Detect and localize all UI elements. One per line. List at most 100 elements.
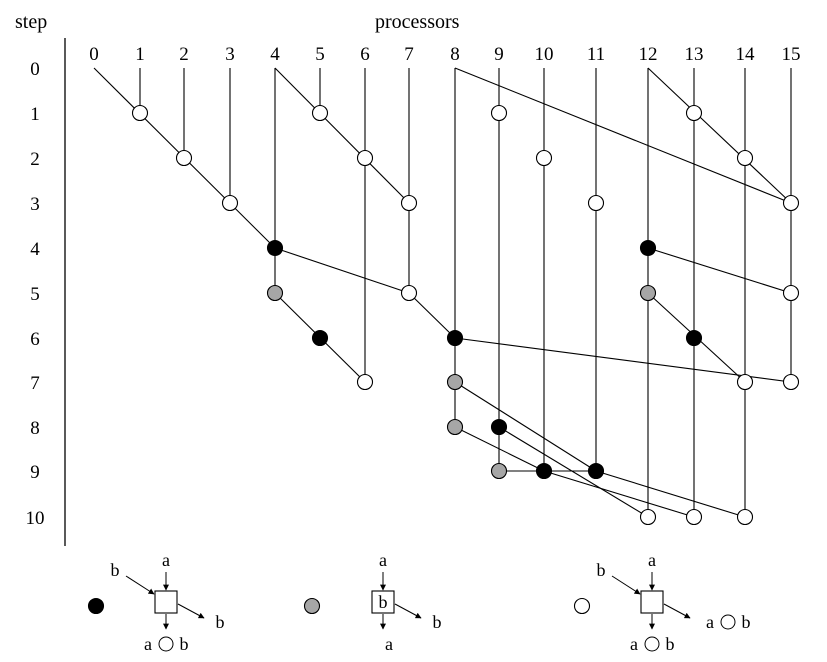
processor-label-13: 13	[685, 44, 704, 65]
node-white-p6-s7	[356, 373, 374, 391]
processor-label-10: 10	[535, 44, 554, 65]
node-gray-p4-s5	[266, 284, 284, 302]
node-white-p7-s3	[400, 194, 418, 212]
legend-item-gray	[303, 572, 422, 630]
legend-output-right-a: a	[706, 612, 714, 632]
node-black-p12-s4	[639, 239, 657, 257]
legend-output-right-label: b	[216, 612, 225, 632]
legend-operator-box	[640, 590, 664, 614]
node-black-p10-s9	[535, 462, 553, 480]
edge-3	[647, 67, 792, 204]
step-tick-labels: 0 1 2 3 4 5 6 7 8 9 10	[26, 59, 45, 529]
node-gray-p12-s5	[639, 284, 657, 302]
processor-label-14: 14	[736, 44, 756, 65]
legend-output-right-b: b	[742, 612, 751, 632]
processor-label-6: 6	[360, 44, 370, 65]
processor-label-8: 8	[450, 44, 460, 65]
legend-operator-box	[371, 590, 395, 614]
edge-12	[498, 426, 649, 518]
processor-label-2: 2	[179, 44, 189, 65]
step-axis-title: step	[15, 11, 47, 33]
legend-input-left-label: b	[111, 560, 120, 580]
node-white-p2-s2	[175, 149, 193, 167]
combine-edges	[93, 67, 792, 518]
processor-label-15: 15	[782, 44, 801, 65]
processors-axis-title: processors	[375, 11, 460, 33]
legend-node-white	[573, 597, 591, 615]
node-white-p15-s3	[782, 194, 800, 212]
node-black-p8-s6	[446, 329, 464, 347]
legend-input-left-arrow	[125, 575, 155, 595]
processor-tick-labels: 0 1 2 3 4 5 6 7 8 9 10 11 12 13 14 15	[89, 44, 800, 65]
processor-label-4: 4	[270, 44, 280, 65]
operation-nodes	[131, 104, 800, 526]
node-white-p15-s5	[782, 284, 800, 302]
legend-output-bottom-b: b	[666, 634, 675, 654]
node-gray-p8-s7	[446, 373, 464, 391]
processor-label-11: 11	[587, 44, 605, 65]
processor-label-7: 7	[404, 44, 414, 65]
legend-output-bottom-b: b	[180, 634, 189, 654]
legend-operator-circle-icon	[644, 636, 660, 652]
node-white-p12-s10	[639, 508, 657, 526]
node-white-p13-s1	[685, 104, 703, 122]
node-white-p13-s10	[685, 508, 703, 526]
legend-item-black	[87, 572, 205, 652]
edge-1	[274, 67, 410, 204]
node-white-p5-s1	[311, 104, 329, 122]
step-label-9: 9	[30, 462, 40, 483]
edge-5	[647, 247, 792, 294]
node-white-p15-s7	[782, 373, 800, 391]
node-white-p6-s2	[356, 149, 374, 167]
node-white-p10-s2	[535, 149, 553, 167]
node-white-p14-s2	[736, 149, 754, 167]
step-label-10: 10	[26, 508, 45, 529]
legend-operator-box	[154, 590, 178, 614]
node-black-p11-s9	[587, 462, 605, 480]
edge-2	[454, 67, 792, 204]
legend: a b b a b a b b a a b a b a b	[87, 550, 751, 654]
node-black-p5-s6	[311, 329, 329, 347]
node-black-p9-s8	[490, 418, 508, 436]
step-label-0: 0	[30, 59, 40, 80]
step-label-6: 6	[30, 329, 40, 350]
processor-label-5: 5	[315, 44, 325, 65]
node-white-p1-s1	[131, 104, 149, 122]
legend-output-right-arrow	[394, 603, 422, 619]
edge-10	[454, 381, 597, 472]
step-label-5: 5	[30, 284, 40, 305]
step-label-3: 3	[30, 194, 40, 215]
node-white-p14-s7	[736, 373, 754, 391]
edge-15	[595, 470, 746, 518]
legend-box-label: b	[379, 592, 388, 612]
edge-11	[454, 426, 545, 472]
edge-8	[454, 337, 792, 383]
legend-output-right-arrow	[177, 603, 205, 619]
node-white-p3-s3	[221, 194, 239, 212]
legend-output-bottom-a: a	[385, 634, 393, 654]
processor-label-9: 9	[494, 44, 504, 65]
node-gray-p9-s9	[490, 462, 508, 480]
step-label-2: 2	[30, 149, 40, 170]
legend-output-right-arrow	[663, 603, 691, 619]
edge-4	[274, 247, 410, 294]
legend-node-black	[87, 597, 105, 615]
legend-input-top-label: a	[379, 550, 387, 570]
edge-14	[543, 470, 695, 518]
step-label-8: 8	[30, 418, 40, 439]
edge-7	[408, 292, 456, 339]
step-label-7: 7	[30, 373, 40, 394]
legend-node-gray	[303, 597, 321, 615]
legend-output-bottom-a: a	[144, 634, 152, 654]
node-white-p11-s3	[587, 194, 605, 212]
legend-output-right-label: b	[433, 612, 442, 632]
legend-output-bottom-a: a	[630, 634, 638, 654]
node-white-p7-s5	[400, 284, 418, 302]
legend-operator-circle-icon	[720, 614, 736, 630]
node-gray-p8-s8	[446, 418, 464, 436]
node-black-p4-s4	[266, 239, 284, 257]
legend-input-left-arrow	[611, 575, 641, 595]
legend-operator-circle-icon	[158, 636, 174, 652]
processor-label-0: 0	[89, 44, 99, 65]
processor-label-1: 1	[135, 44, 145, 65]
